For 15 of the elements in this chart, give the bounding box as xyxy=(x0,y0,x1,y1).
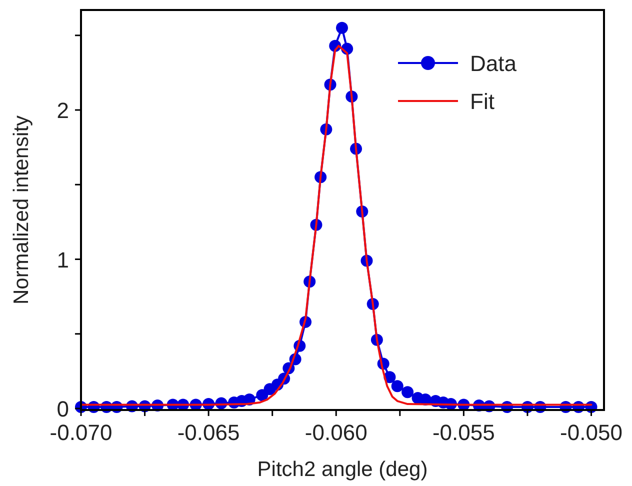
legend-label: Data xyxy=(470,51,518,76)
x-tick-label: -0.055 xyxy=(432,420,495,445)
legend-label: Fit xyxy=(470,89,494,114)
x-tick-label: -0.070 xyxy=(50,420,112,445)
x-axis-title: Pitch2 angle (deg) xyxy=(257,458,428,481)
y-tick-label: 1 xyxy=(56,247,69,272)
point xyxy=(391,380,404,392)
y-tick-label: 2 xyxy=(56,98,69,123)
x-tick-label: -0.060 xyxy=(304,420,368,445)
point xyxy=(336,22,348,34)
x-tick-label: -0.065 xyxy=(177,420,240,445)
x-tick-label: -0.050 xyxy=(560,420,622,445)
y-axis-title: Normalized intensity xyxy=(10,114,33,305)
point xyxy=(402,386,414,398)
y-tick-label: 0 xyxy=(56,396,69,422)
